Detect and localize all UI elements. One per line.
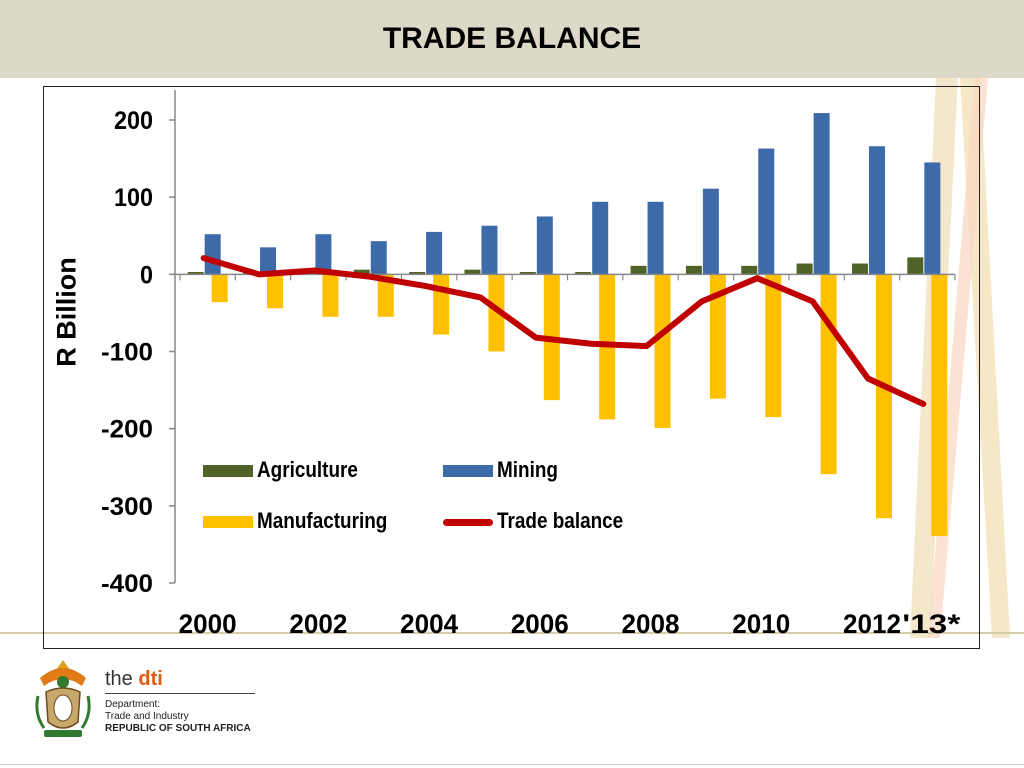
bar-manufacturing xyxy=(211,274,228,303)
footer-line xyxy=(0,764,1024,765)
trade-balance-line xyxy=(200,255,927,407)
bar-mining xyxy=(868,146,885,275)
bar-agriculture xyxy=(907,257,924,275)
bar-manufacturing xyxy=(765,274,782,418)
legend-label-manufacturing: Manufacturing xyxy=(257,508,388,533)
y-tick-label: -300 xyxy=(101,493,153,521)
bar-manufacturing xyxy=(322,274,339,317)
bar-mining xyxy=(536,216,553,275)
bar-manufacturing xyxy=(377,274,394,317)
legend-label-trade-balance: Trade balance xyxy=(497,508,624,533)
x-tick-label: '13* xyxy=(902,609,961,639)
legend-swatch-mining xyxy=(443,465,493,477)
y-tick-label: -200 xyxy=(101,416,153,444)
legend-swatch-agriculture xyxy=(203,465,253,477)
dti-brand-name: dti xyxy=(138,668,163,690)
bar-agriculture xyxy=(851,263,868,275)
bar-agriculture xyxy=(353,269,370,275)
bar-mining xyxy=(592,201,609,275)
bar-mining xyxy=(702,188,719,275)
bar-mining xyxy=(260,247,277,275)
y-tick-label: -100 xyxy=(101,339,153,367)
bar-mining xyxy=(758,148,775,275)
dept-line-1: Department: xyxy=(105,699,161,710)
bar-manufacturing xyxy=(654,274,671,428)
dti-brand-prefix: the xyxy=(105,668,139,690)
x-tick-label: 2008 xyxy=(622,609,680,639)
title-bar xyxy=(0,0,1024,78)
bar-manufacturing xyxy=(875,274,892,519)
bar-manufacturing xyxy=(820,274,837,475)
bar-agriculture xyxy=(630,265,647,275)
bar-mining xyxy=(315,234,332,275)
bar-manufacturing xyxy=(709,274,726,399)
slide-title: TRADE BALANCE xyxy=(382,22,642,55)
bar-manufacturing xyxy=(433,274,450,335)
y-tick-label: 0 xyxy=(140,261,153,289)
legend-swatch-trade-balance xyxy=(443,519,493,526)
y-tick-label: 200 xyxy=(114,107,153,135)
y-axis-label: R Billion xyxy=(51,257,82,367)
coat-of-arms-logo xyxy=(35,660,91,737)
legend-label-agriculture: Agriculture xyxy=(257,457,358,482)
dti-brand: the dti xyxy=(105,668,163,691)
bar-mining xyxy=(370,241,387,275)
bar-agriculture xyxy=(575,272,592,275)
dti-rule xyxy=(105,693,255,694)
bar-agriculture xyxy=(519,272,536,275)
legend-swatch-manufacturing xyxy=(203,516,253,528)
dept-line-3: REPUBLIC OF SOUTH AFRICA xyxy=(105,723,251,734)
bar-mining xyxy=(647,201,664,275)
x-tick-label: 2000 xyxy=(179,609,237,639)
x-tick-label: 2012 xyxy=(843,609,901,639)
divider-line xyxy=(0,632,1024,634)
bar-agriculture xyxy=(409,272,426,275)
bar-mining xyxy=(204,234,221,275)
bar-manufacturing xyxy=(267,274,284,309)
x-tick-label: 2010 xyxy=(732,609,790,639)
bar-mining xyxy=(426,231,443,275)
bar-mining xyxy=(481,225,498,275)
x-tick-label: 2004 xyxy=(400,609,458,639)
x-tick-label: 2002 xyxy=(289,609,347,639)
bar-mining xyxy=(924,162,941,275)
chart-frame xyxy=(43,86,980,649)
bar-mining xyxy=(813,113,830,275)
bar-agriculture xyxy=(796,263,813,275)
dept-line-2: Trade and Industry xyxy=(105,711,189,722)
y-tick-label: -400 xyxy=(101,570,153,598)
bar-agriculture xyxy=(464,269,481,275)
legend-label-mining: Mining xyxy=(497,457,558,482)
bar-agriculture xyxy=(187,272,204,275)
y-tick-label: 100 xyxy=(114,184,153,212)
bar-manufacturing xyxy=(931,274,948,536)
bar-manufacturing xyxy=(488,274,505,352)
x-tick-label: 2006 xyxy=(511,609,569,639)
bar-agriculture xyxy=(741,265,758,275)
bar-agriculture xyxy=(685,265,702,275)
